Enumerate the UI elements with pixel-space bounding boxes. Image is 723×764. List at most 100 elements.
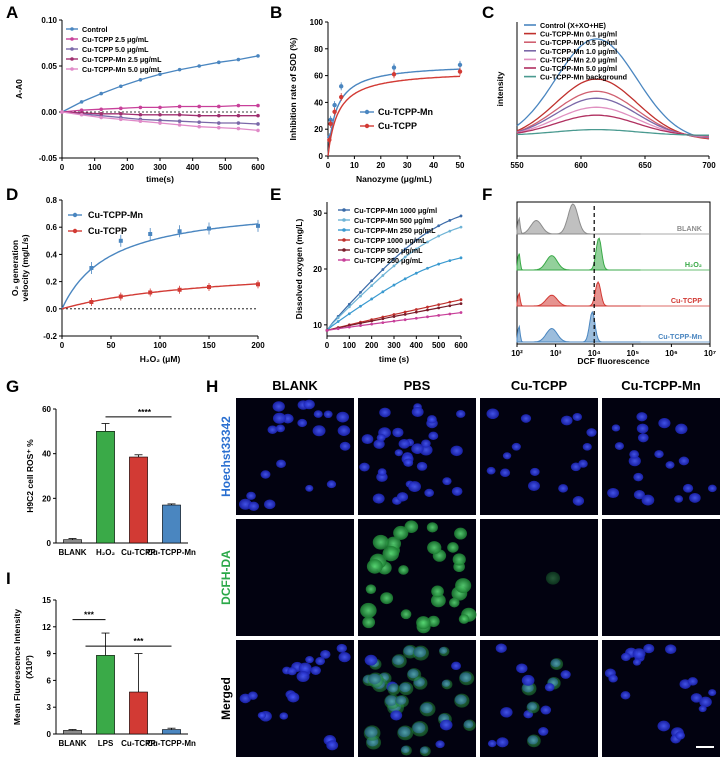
h-nucleus: [313, 410, 323, 418]
e-data-point: [426, 308, 429, 312]
a-data-point: [217, 121, 221, 125]
h-green-cell: [382, 546, 400, 562]
h-green-cell: [526, 701, 540, 714]
b-y-axis-label: Inhibition rate of SOD (%): [288, 37, 298, 140]
panel-letter: G: [6, 377, 19, 396]
c-legend-label: Control (X+XO+HE): [540, 21, 606, 30]
a-y-tick-label: 0.00: [41, 108, 57, 117]
h-nucleus: [611, 424, 621, 432]
i-bar: [96, 655, 115, 735]
a-data-point: [236, 103, 241, 108]
d-y-tick-label: -0.2: [43, 332, 57, 341]
a-data-point: [197, 120, 201, 124]
e-legend-label: Cu-TCPP-Mn 250 μg/mL: [354, 226, 436, 235]
h-green-cell: [447, 542, 459, 553]
e-y-axis-label: Dissolved oxygen (mg/L): [294, 219, 304, 320]
f-frame: [516, 201, 711, 345]
d-y-tick-label: 0.8: [46, 196, 58, 205]
h-nucleus: [396, 492, 409, 502]
e-data-point: [359, 304, 362, 308]
h-nucleus: [629, 450, 640, 459]
h-green-cell: [400, 745, 412, 756]
c-spectrum-line: [516, 90, 710, 139]
d-legend-label: Cu-TCPP: [88, 226, 127, 236]
e-data-point: [359, 321, 362, 325]
h-green-cell: [411, 721, 429, 737]
b-legend-marker: [364, 123, 370, 129]
b-data-point: [391, 65, 397, 70]
f-x-tick-label: 10⁶: [665, 349, 678, 358]
i-category-label: Cu-TCPP-Mn: [147, 739, 196, 748]
a-data-point: [99, 107, 103, 112]
h-nucleus: [561, 415, 573, 426]
h-green-cell: [438, 646, 450, 657]
e-data-point: [336, 327, 340, 331]
h-nucleus: [296, 670, 310, 683]
e-data-point: [347, 312, 351, 316]
h-nucleus: [323, 410, 333, 419]
i-y-tick-label: 9: [47, 650, 52, 659]
h-nucleus: [279, 712, 289, 720]
h-nucleus: [699, 696, 712, 708]
h-nucleus: [247, 691, 258, 700]
h-nucleus: [336, 643, 347, 653]
e-data-point: [347, 302, 351, 306]
h-nucleus: [538, 727, 549, 736]
h-image-tile: [602, 640, 720, 757]
h-nucleus: [614, 442, 625, 450]
h-nucleus: [310, 666, 321, 675]
a-data-point: [256, 128, 260, 133]
h-green-cell: [363, 725, 381, 741]
a-data-point: [138, 119, 143, 123]
h-nucleus: [500, 468, 511, 477]
b-data-point: [457, 62, 463, 68]
a-legend-marker: [70, 37, 74, 41]
a-data-point: [177, 123, 182, 127]
h-nucleus: [520, 414, 532, 423]
d-y-axis-label-line2: velocity (mg/L/s): [20, 234, 30, 301]
h-green-cell: [416, 616, 431, 630]
i-significance-label: ***: [134, 636, 145, 646]
d-legend-marker: [72, 228, 78, 234]
a-x-tick-label: 400: [186, 163, 200, 172]
h-nucleus: [428, 431, 439, 441]
h-nucleus: [521, 674, 535, 686]
f-histogram: [516, 280, 641, 307]
e-data-point: [426, 266, 429, 270]
g-bar: [162, 504, 181, 544]
h-nucleus: [528, 480, 540, 491]
b-legend-marker: [364, 109, 370, 115]
panel-letter: D: [6, 185, 18, 204]
h-nucleus: [272, 412, 286, 424]
d-x-tick-label: 150: [202, 341, 216, 350]
e-data-point: [414, 238, 418, 242]
h-green-cell: [397, 725, 414, 741]
e-data-point: [414, 271, 418, 275]
a-legend-label: Cu-TCPP 2.5 μg/mL: [82, 35, 149, 44]
e-data-point: [392, 315, 396, 318]
h-column-header: PBS: [404, 378, 431, 393]
b-y-tick-label: 80: [314, 45, 323, 54]
h-nucleus: [392, 427, 404, 438]
h-green-cell: [412, 645, 429, 661]
a-y-tick-label: 0.05: [41, 62, 57, 71]
h-nucleus: [689, 492, 701, 503]
h-nucleus: [678, 456, 690, 466]
h-nucleus: [658, 417, 671, 429]
c-x-tick-label: 650: [638, 161, 652, 170]
e-data-point: [336, 320, 340, 323]
a-y-tick-label: 0.10: [41, 16, 57, 25]
h-nucleus: [586, 428, 597, 437]
h-green-cell: [455, 578, 472, 594]
d-data-point: [148, 232, 153, 236]
h-nucleus: [690, 693, 703, 703]
h-nucleus: [502, 452, 512, 460]
i-y-tick-label: 12: [42, 623, 51, 632]
b-x-tick-label: 20: [376, 161, 385, 170]
e-legend-marker: [342, 228, 346, 232]
a-x-tick-label: 300: [153, 163, 167, 172]
panel-e: 0 100 200 300 400 500 600 10 20 30 Cu-TCPP-Mn 1000…: [294, 202, 468, 364]
panel-letter: A: [6, 3, 18, 22]
